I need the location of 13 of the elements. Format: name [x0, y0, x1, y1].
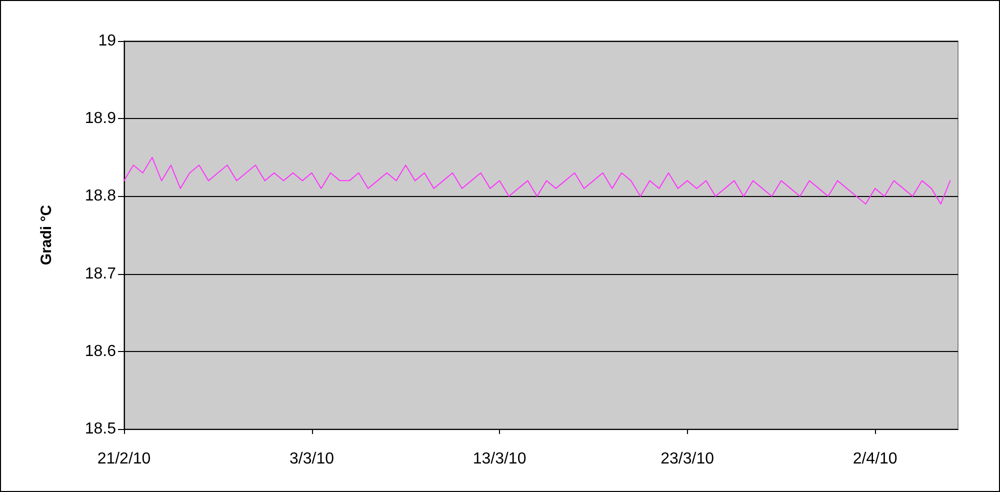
- line-series: [124, 156, 951, 204]
- x-tick-label: 21/2/10: [97, 450, 151, 468]
- y-tick-label: 18.5: [84, 420, 116, 438]
- y-axis-title: Gradi °C: [38, 204, 55, 266]
- y-tick-label: 18.8: [84, 188, 116, 205]
- x-tick-label: 2/4/10: [852, 450, 898, 468]
- y-tick-label: 18.6: [84, 342, 116, 360]
- y-tick-label: 19: [98, 32, 116, 50]
- x-tick-label: 3/3/10: [290, 450, 334, 468]
- x-tick-label: 23/3/10: [660, 450, 714, 468]
- x-tick-label: 13/3/10: [472, 450, 526, 468]
- y-tick-label: 18.9: [84, 110, 116, 128]
- y-tick-label: 18.7: [84, 265, 116, 282]
